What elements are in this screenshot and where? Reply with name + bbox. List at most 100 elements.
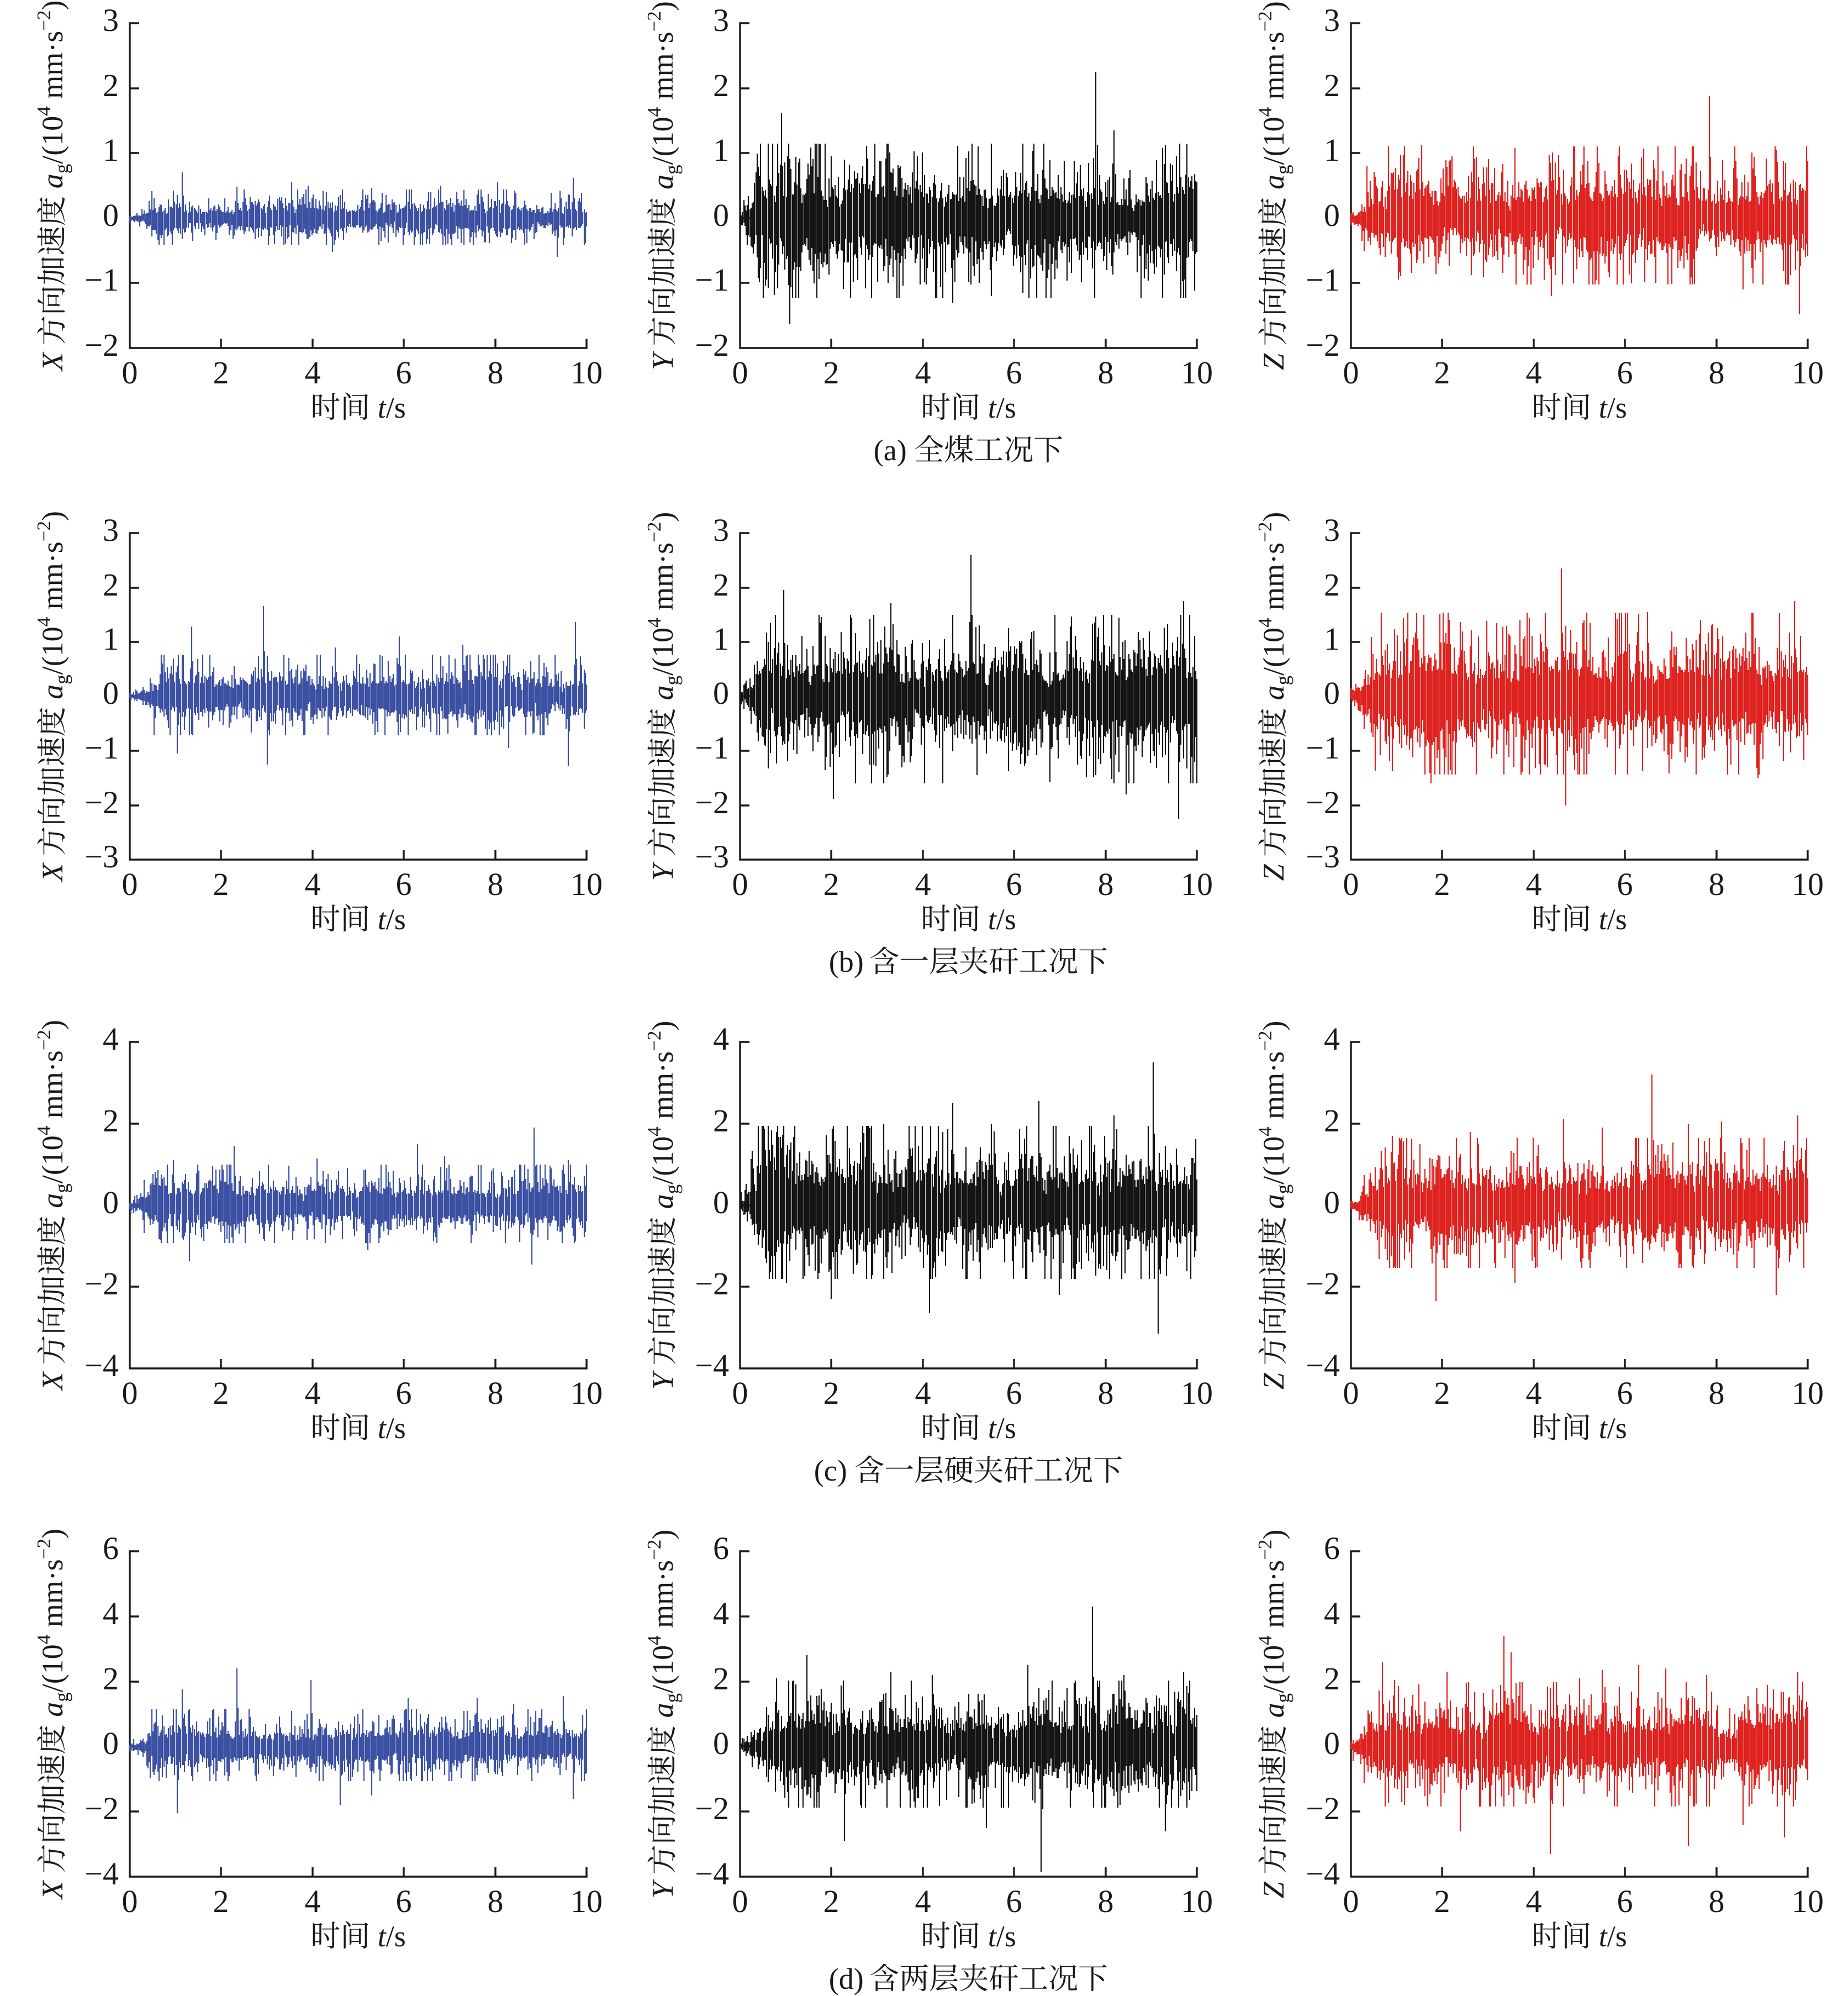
svg-text:2: 2 — [213, 355, 229, 391]
svg-text:t/s: t/s — [988, 391, 1016, 424]
svg-text:6: 6 — [1006, 1375, 1022, 1411]
svg-text:Y: Y — [646, 1370, 679, 1389]
svg-text:ag/(104 mm·s−2): ag/(104 mm·s−2) — [33, 1020, 72, 1208]
svg-text:Z: Z — [1257, 1881, 1290, 1898]
svg-text:2: 2 — [213, 1883, 229, 1919]
svg-text:4: 4 — [1324, 1595, 1340, 1631]
svg-text:−2: −2 — [1306, 784, 1340, 820]
svg-text:0: 0 — [1343, 355, 1359, 391]
svg-text:3: 3 — [1324, 512, 1340, 548]
svg-text:t/s: t/s — [988, 903, 1016, 936]
svg-text:−1: −1 — [85, 262, 119, 298]
svg-text:10: 10 — [1792, 1883, 1824, 1919]
svg-text:2: 2 — [713, 1103, 729, 1139]
svg-text:2: 2 — [213, 1375, 229, 1411]
svg-text:0: 0 — [713, 1184, 729, 1220]
svg-text:10: 10 — [1792, 1375, 1824, 1411]
svg-text:4: 4 — [305, 866, 321, 902]
svg-text:−2: −2 — [695, 327, 729, 363]
svg-text:2: 2 — [213, 866, 229, 902]
svg-text:6: 6 — [396, 1375, 412, 1411]
svg-text:10: 10 — [1792, 866, 1824, 902]
svg-text:Z: Z — [1257, 863, 1290, 881]
svg-text:Z: Z — [1257, 1372, 1290, 1389]
svg-text:6: 6 — [396, 1883, 412, 1919]
svg-text:−2: −2 — [695, 784, 729, 820]
svg-text:3: 3 — [713, 2, 729, 38]
svg-text:4: 4 — [103, 1021, 119, 1057]
svg-text:6: 6 — [1617, 1375, 1633, 1411]
svg-text:6: 6 — [1617, 355, 1633, 391]
svg-text:1: 1 — [103, 132, 119, 168]
svg-text:2: 2 — [823, 1883, 839, 1919]
svg-text:8: 8 — [1709, 866, 1725, 902]
svg-text:10: 10 — [571, 355, 603, 391]
svg-text:−1: −1 — [1306, 262, 1340, 298]
svg-text:2: 2 — [823, 1375, 839, 1411]
svg-text:0: 0 — [122, 355, 138, 391]
svg-text:10: 10 — [1181, 1883, 1213, 1919]
svg-text:Y: Y — [646, 861, 679, 881]
svg-text:−2: −2 — [85, 327, 119, 363]
svg-text:(a): (a) — [874, 434, 907, 467]
svg-text:2: 2 — [713, 567, 729, 603]
svg-text:−3: −3 — [1306, 839, 1340, 875]
svg-text:2: 2 — [1324, 1661, 1340, 1697]
svg-text:1: 1 — [713, 621, 729, 657]
svg-text:3: 3 — [103, 2, 119, 38]
svg-text:2: 2 — [1434, 355, 1450, 391]
svg-text:t/s: t/s — [378, 391, 406, 424]
svg-text:ag/(104 mm·s−2): ag/(104 mm·s−2) — [33, 1529, 72, 1717]
svg-text:4: 4 — [1526, 355, 1542, 391]
svg-text:1: 1 — [713, 132, 729, 168]
svg-text:6: 6 — [396, 355, 412, 391]
svg-text:−2: −2 — [85, 1790, 119, 1826]
svg-text:8: 8 — [1098, 1375, 1114, 1411]
svg-text:ag/(104 mm·s−2): ag/(104 mm·s−2) — [643, 1, 683, 189]
svg-text:0: 0 — [1324, 675, 1340, 711]
svg-text:8: 8 — [1709, 355, 1725, 391]
svg-text:1: 1 — [103, 621, 119, 657]
svg-text:X: X — [36, 351, 69, 372]
svg-text:4: 4 — [1526, 866, 1542, 902]
svg-text:4: 4 — [1324, 1021, 1340, 1057]
svg-text:2: 2 — [1434, 1883, 1450, 1919]
svg-text:ag/(104 mm·s−2): ag/(104 mm·s−2) — [1254, 1021, 1293, 1209]
svg-text:0: 0 — [103, 1184, 119, 1220]
svg-text:0: 0 — [122, 866, 138, 902]
svg-text:0: 0 — [732, 355, 748, 391]
svg-text:2: 2 — [103, 67, 119, 103]
svg-text:t/s: t/s — [988, 1412, 1016, 1445]
svg-text:2: 2 — [103, 567, 119, 603]
svg-text:−2: −2 — [1306, 1266, 1340, 1302]
svg-text:10: 10 — [1181, 1375, 1213, 1411]
svg-text:ag/(104 mm·s−2): ag/(104 mm·s−2) — [1254, 1, 1293, 189]
svg-text:ag/(104 mm·s−2): ag/(104 mm·s−2) — [33, 511, 72, 699]
svg-text:0: 0 — [1343, 866, 1359, 902]
svg-text:0: 0 — [713, 1725, 729, 1761]
svg-text:4: 4 — [1526, 1375, 1542, 1411]
svg-text:−2: −2 — [695, 1790, 729, 1826]
svg-text:8: 8 — [1709, 1375, 1725, 1411]
svg-text:t/s: t/s — [1599, 1920, 1627, 1953]
svg-text:4: 4 — [305, 355, 321, 391]
svg-text:2: 2 — [1434, 1375, 1450, 1411]
svg-text:0: 0 — [122, 1375, 138, 1411]
svg-text:2: 2 — [1434, 866, 1450, 902]
svg-text:−4: −4 — [85, 1347, 119, 1383]
svg-text:2: 2 — [713, 67, 729, 103]
svg-text:0: 0 — [1343, 1883, 1359, 1919]
svg-text:0: 0 — [103, 675, 119, 711]
svg-text:2: 2 — [823, 355, 839, 391]
svg-text:8: 8 — [488, 1883, 504, 1919]
svg-text:4: 4 — [915, 1883, 931, 1919]
svg-text:2: 2 — [103, 1661, 119, 1697]
svg-text:ag/(104 mm·s−2): ag/(104 mm·s−2) — [33, 1, 72, 189]
svg-text:4: 4 — [915, 866, 931, 902]
svg-text:4: 4 — [103, 1595, 119, 1631]
svg-text:ag/(104 mm·s−2): ag/(104 mm·s−2) — [643, 1021, 683, 1209]
svg-text:ag/(104 mm·s−2): ag/(104 mm·s−2) — [1254, 512, 1293, 701]
svg-text:t/s: t/s — [988, 1920, 1016, 1953]
svg-text:6: 6 — [1324, 1530, 1340, 1566]
svg-text:6: 6 — [713, 1530, 729, 1566]
